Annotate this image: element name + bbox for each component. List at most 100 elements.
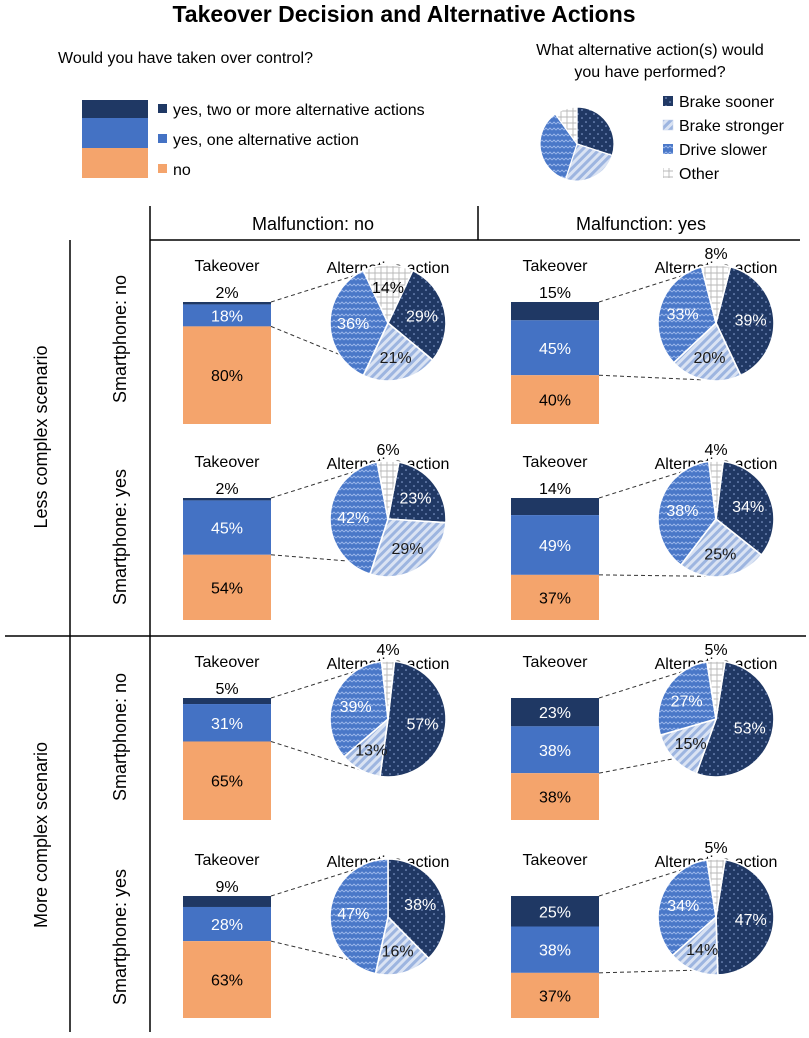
bar-segment-one-action xyxy=(183,304,271,327)
pie-slice-other xyxy=(362,264,414,325)
action-legend: Brake sooner Brake stronger Drive slower… xyxy=(539,94,785,183)
bar-value-no: 37% xyxy=(539,988,571,1005)
legend-pie-slice-brake-sooner xyxy=(576,106,615,157)
bar-value-two-or-more: 9% xyxy=(215,879,238,896)
pie-value-drive-slower: 42% xyxy=(337,510,369,527)
pie-slice-drive-slower xyxy=(657,460,717,567)
connector-bottom xyxy=(598,969,693,974)
panel-2: Takeover Alternative action15%45%40%39%20… xyxy=(511,246,777,424)
column-header-malfunction-yes: Malfunction: yes xyxy=(576,214,706,234)
pie-value-brake-sooner: 34% xyxy=(732,499,764,516)
panel-6: Takeover Alternative action23%38%38%53%15… xyxy=(511,642,777,820)
pie-value-drive-slower: 36% xyxy=(337,316,369,333)
pie-value-brake-sooner: 53% xyxy=(734,721,766,738)
row-label-smartphone-no-2: Smartphone: no xyxy=(110,673,130,801)
legend-key-no xyxy=(158,164,167,173)
pie-slice-drive-slower xyxy=(657,660,717,737)
legend-key-brake-sooner xyxy=(663,96,673,106)
legend-label-no: no xyxy=(173,162,191,179)
legend-label-drive-slower: Drive slower xyxy=(679,142,768,159)
pie-slice-other xyxy=(707,460,725,520)
legend-swatch-bar-two xyxy=(82,100,148,118)
action-question-line2: you have performed? xyxy=(574,64,725,81)
takeover-label: Takeover xyxy=(523,454,589,471)
pie-value-brake-stronger: 14% xyxy=(686,942,718,959)
pie-slice-brake-stronger xyxy=(369,518,447,578)
legend-pie-slice-other xyxy=(554,106,578,146)
bar-segment-no xyxy=(183,941,271,1018)
bar-value-two-or-more: 2% xyxy=(215,285,238,302)
bar-segment-two-or-more xyxy=(183,896,271,907)
legend-label-other: Other xyxy=(679,166,720,183)
legend-label-brake-stronger: Brake stronger xyxy=(679,118,785,135)
row-label-smartphone-yes-2: Smartphone: yes xyxy=(110,869,130,1005)
panel-5: Takeover Alternative action5%31%65%57%13%… xyxy=(183,642,449,820)
bar-value-no: 40% xyxy=(539,393,571,410)
column-header-malfunction-no: Malfunction: no xyxy=(252,214,374,234)
bar-value-two-or-more: 2% xyxy=(215,481,238,498)
bar-segment-one-action xyxy=(183,906,271,942)
pie-slice-brake-stronger xyxy=(374,915,430,976)
pie-slice-brake-stronger xyxy=(659,717,718,775)
panel-7: Takeover Alternative action9%28%63%38%16%… xyxy=(183,852,449,1018)
pie-slice-other xyxy=(376,460,400,520)
pie-slice-other xyxy=(706,858,726,918)
pie-value-brake-sooner: 29% xyxy=(406,308,438,325)
pie-value-brake-stronger: 13% xyxy=(355,743,387,760)
bar-segment-no xyxy=(511,972,599,1018)
bar-segment-one-action xyxy=(183,500,271,555)
pie-slice-other xyxy=(706,660,726,720)
pie-value-drive-slower: 47% xyxy=(337,906,369,923)
bar-value-one-action: 28% xyxy=(211,917,243,934)
legend-pie xyxy=(539,106,615,182)
bar-value-two-or-more: 5% xyxy=(215,681,238,698)
takeover-label: Takeover xyxy=(523,654,589,671)
bar-value-two-or-more: 23% xyxy=(539,705,571,722)
pie-slice-brake-sooner xyxy=(715,858,775,976)
bar-value-one-action: 49% xyxy=(539,538,571,555)
pie-value-drive-slower: 33% xyxy=(667,306,699,323)
legend-pie-slice-drive-slower xyxy=(539,113,578,180)
takeover-label: Takeover xyxy=(523,852,589,869)
bar-value-no: 63% xyxy=(211,973,243,990)
bar-value-two-or-more: 15% xyxy=(539,285,571,302)
bar-segment-one-action xyxy=(183,704,271,742)
bar-segment-two-or-more xyxy=(511,896,599,927)
bar-segment-no xyxy=(183,326,271,424)
pie-slice-brake-sooner xyxy=(387,461,447,524)
pie-value-other: 4% xyxy=(704,442,727,459)
pie-slice-drive-slower xyxy=(657,858,717,957)
bar-segment-two-or-more xyxy=(183,302,271,305)
pie-value-brake-stronger: 20% xyxy=(693,350,725,367)
bar-value-no: 37% xyxy=(539,590,571,607)
pie-slice-other xyxy=(380,660,396,720)
bar-value-one-action: 31% xyxy=(211,716,243,733)
row-label-smartphone-yes-1: Smartphone: yes xyxy=(110,469,130,605)
pie-slice-drive-slower xyxy=(329,660,389,758)
bar-segment-no xyxy=(183,554,271,620)
pie-slice-brake-sooner xyxy=(379,660,447,778)
legend-label-one: yes, one alternative action xyxy=(173,132,359,149)
scenario-label-more-complex: More complex scenario xyxy=(31,742,51,928)
pie-slice-brake-sooner xyxy=(715,265,775,377)
bar-value-one-action: 45% xyxy=(211,521,243,538)
bar-segment-one-action xyxy=(511,320,599,376)
takeover-question: Would you have taken over control? xyxy=(58,50,313,67)
takeover-label: Takeover xyxy=(195,258,261,275)
bar-value-no: 54% xyxy=(211,580,243,597)
legend-swatch-bar-one xyxy=(82,118,148,148)
pie-value-other: 5% xyxy=(704,840,727,857)
takeover-label: Takeover xyxy=(195,454,261,471)
pie-slice-brake-sooner xyxy=(387,858,447,960)
pie-slice-drive-slower xyxy=(329,269,389,377)
bar-segment-one-action xyxy=(511,515,599,575)
pie-value-brake-sooner: 47% xyxy=(735,912,767,929)
pie-slice-drive-slower xyxy=(329,858,389,975)
pie-value-other: 8% xyxy=(704,246,727,263)
panels: Takeover Alternative action2%18%80%29%21%… xyxy=(183,246,777,1018)
pie-value-brake-stronger: 16% xyxy=(382,943,414,960)
bar-value-one-action: 38% xyxy=(539,743,571,760)
panel-4: Takeover Alternative action14%49%37%34%25… xyxy=(511,442,777,620)
pie-slice-brake-stronger xyxy=(672,321,742,382)
